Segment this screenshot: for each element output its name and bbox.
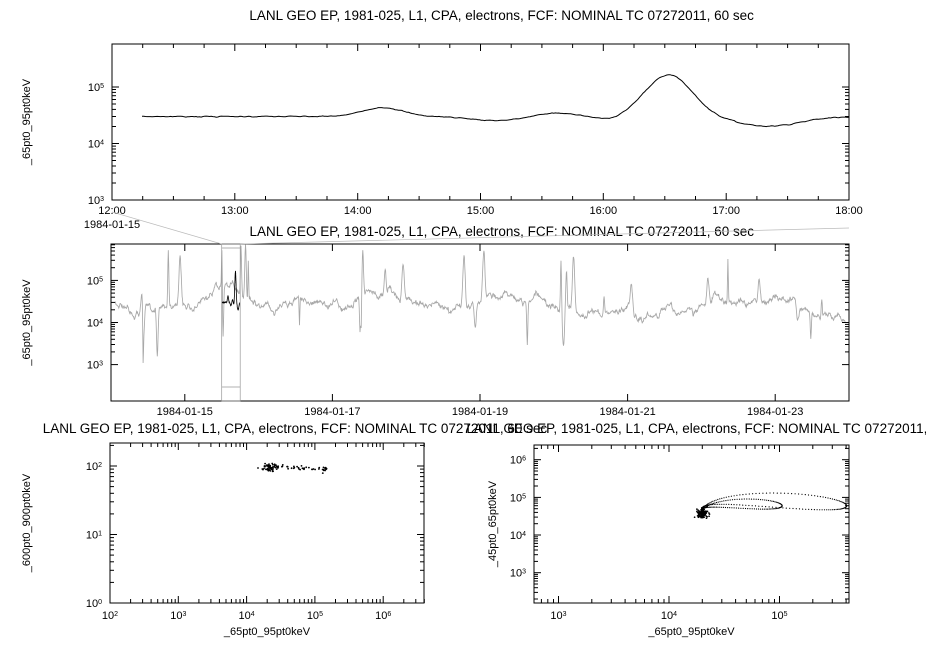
svg-text:_65pt0_95pt0keV: _65pt0_95pt0keV: [647, 626, 735, 638]
svg-text:18:00: 18:00: [835, 205, 863, 217]
svg-text:15:00: 15:00: [467, 205, 495, 217]
svg-text:LANL GEO EP, 1981-025, L1, CPA: LANL GEO EP, 1981-025, L1, CPA, electron…: [250, 224, 755, 239]
svg-text:_65pt0_95pt0keV: _65pt0_95pt0keV: [21, 78, 33, 166]
svg-text:1984-01-19: 1984-01-19: [452, 406, 508, 418]
svg-text:1984-01-17: 1984-01-17: [304, 406, 360, 418]
svg-text:_65pt0_95pt0keV: _65pt0_95pt0keV: [21, 279, 33, 367]
svg-text:LANL GEO EP, 1981-025, L1, CPA: LANL GEO EP, 1981-025, L1, CPA, electron…: [466, 421, 926, 436]
svg-text:_600pt0_900pt0keV: _600pt0_900pt0keV: [21, 473, 33, 573]
svg-text:_45pt0_65pt0keV: _45pt0_65pt0keV: [487, 480, 499, 568]
svg-text:_65pt0_95pt0keV: _65pt0_95pt0keV: [223, 626, 311, 638]
svg-text:16:00: 16:00: [590, 205, 618, 217]
svg-text:1984-01-21: 1984-01-21: [599, 406, 655, 418]
svg-text:1984-01-15: 1984-01-15: [157, 406, 213, 418]
svg-text:LANL GEO EP, 1981-025, L1, CPA: LANL GEO EP, 1981-025, L1, CPA, electron…: [249, 8, 754, 23]
svg-text:17:00: 17:00: [712, 205, 740, 217]
svg-text:13:00: 13:00: [221, 205, 249, 217]
svg-text:12:00: 12:00: [98, 205, 126, 217]
svg-text:1984-01-15: 1984-01-15: [84, 219, 140, 231]
svg-text:14:00: 14:00: [344, 205, 372, 217]
svg-text:1984-01-23: 1984-01-23: [747, 406, 803, 418]
